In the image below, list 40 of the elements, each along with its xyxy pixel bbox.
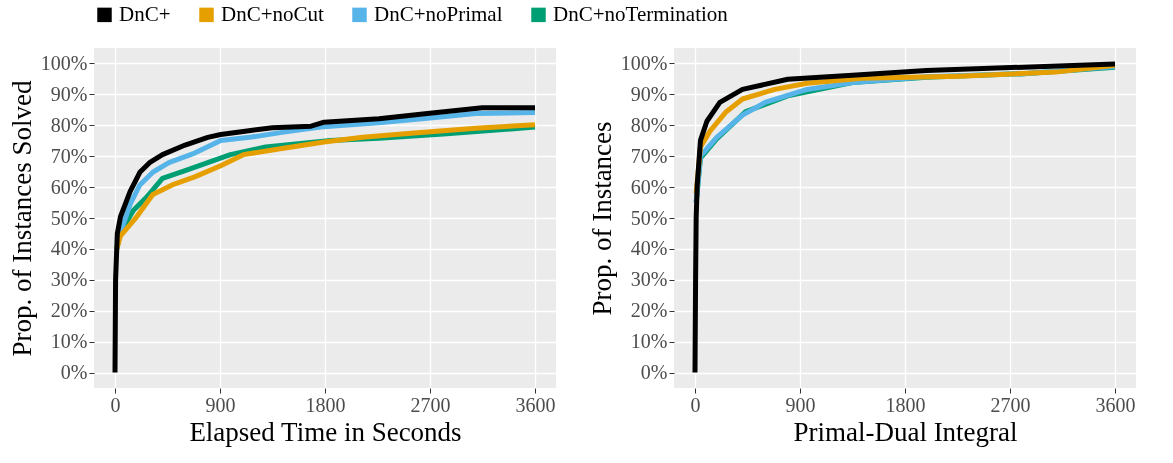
y-tick-label: 40% [50, 237, 88, 260]
x-axis-title: Primal-Dual Integral [793, 416, 1018, 447]
legend-label: DnC+noTermination [553, 1, 729, 26]
y-tick-label: 70% [630, 144, 668, 167]
x-tick-label: 3600 [515, 393, 556, 416]
x-tick-label: 1800 [885, 393, 926, 416]
y-axis-title: Prop. of Instances Solved [6, 80, 37, 357]
y-axis-title: Prop. of Instances [586, 121, 617, 316]
y-tick-label: 0% [60, 361, 88, 384]
y-tick-label: 90% [50, 82, 88, 105]
x-tick-label: 0 [690, 393, 701, 416]
x-tick-label: 900 [205, 393, 236, 416]
legend-label: DnC+ [119, 1, 171, 26]
y-tick-label: 60% [50, 175, 88, 198]
y-tick-label: 50% [50, 206, 88, 229]
y-tick-label: 100% [620, 51, 668, 74]
y-tick-label: 20% [50, 299, 88, 322]
x-axis-title: Elapsed Time in Seconds [189, 416, 462, 447]
legend-label: DnC+noPrimal [374, 1, 503, 26]
x-tick-label: 900 [785, 393, 816, 416]
x-tick-label: 3600 [1095, 393, 1136, 416]
y-tick-label: 50% [630, 206, 668, 229]
y-tick-label: 30% [630, 268, 668, 291]
y-tick-label: 90% [630, 82, 668, 105]
y-tick-label: 40% [630, 237, 668, 260]
y-tick-label: 10% [50, 330, 88, 353]
y-tick-label: 60% [630, 175, 668, 198]
x-tick-label: 0 [110, 393, 121, 416]
x-tick-label: 1800 [305, 393, 346, 416]
y-tick-label: 80% [630, 113, 668, 136]
legend-label: DnC+noCut [221, 1, 325, 26]
y-tick-label: 10% [630, 330, 668, 353]
y-tick-label: 20% [630, 299, 668, 322]
x-tick-label: 2700 [990, 393, 1031, 416]
x-tick-label: 2700 [410, 393, 451, 416]
y-tick-label: 70% [50, 144, 88, 167]
y-tick-label: 80% [50, 113, 88, 136]
y-tick-label: 30% [50, 268, 88, 291]
y-tick-label: 0% [640, 361, 668, 384]
y-tick-label: 100% [40, 51, 88, 74]
